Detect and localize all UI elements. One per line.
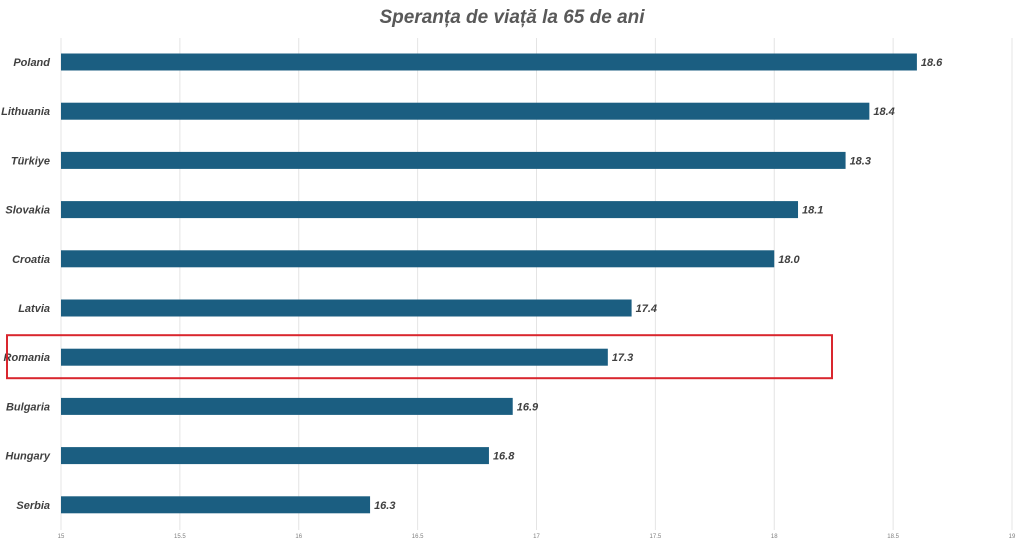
grid	[60, 38, 1013, 530]
highlight	[6, 334, 833, 380]
bar-slovakia	[61, 201, 799, 219]
x-tick-label: 15.5	[174, 534, 186, 540]
bar-bulgaria	[61, 397, 513, 415]
x-tick-label: 18.5	[887, 534, 899, 540]
x-tick-label: 16.5	[412, 534, 424, 540]
bar-lithuania	[61, 102, 870, 120]
value-label: 17.4	[636, 303, 657, 315]
category-label: Bulgaria	[6, 401, 50, 413]
x-tick-label: 17.5	[650, 534, 662, 540]
bar-serbia	[61, 496, 371, 514]
value-label: 18.6	[921, 57, 943, 69]
category-label: Slovakia	[5, 205, 50, 217]
bar-türkiye	[61, 151, 846, 169]
x-axis: 15 15.5 16 16.5 17 17.5 18 18.5 19	[58, 534, 1016, 540]
bar-croatia	[61, 250, 775, 268]
bar-poland	[61, 53, 917, 71]
bar-latvia	[61, 299, 632, 317]
category-label: Poland	[13, 57, 50, 69]
category-label: Romania	[4, 352, 50, 364]
x-tick-label: 16	[295, 534, 302, 540]
x-tick-label: 18	[771, 534, 778, 540]
bar-romania	[61, 348, 608, 366]
labels: Poland 18.6 Lithuania 18.4 Türkiye 18.3 Slovak…	[1, 57, 943, 512]
category-label: Serbia	[16, 500, 50, 512]
chart-title: Speranța de viață la 65 de ani	[379, 7, 645, 28]
value-label: 18.4	[873, 106, 894, 118]
highlight-box	[6, 334, 833, 380]
category-label: Croatia	[12, 254, 50, 266]
value-label: 17.3	[612, 352, 633, 364]
x-tick-label: 17	[533, 534, 540, 540]
value-label: 18.3	[850, 155, 871, 167]
value-label: 18.1	[802, 205, 823, 217]
value-label: 16.8	[493, 451, 515, 463]
bars	[61, 53, 917, 514]
x-tick-label: 19	[1009, 534, 1016, 540]
category-label: Hungary	[5, 451, 51, 463]
value-label: 16.9	[517, 401, 539, 413]
category-label: Latvia	[18, 303, 50, 315]
value-label: 16.3	[374, 500, 395, 512]
category-label: Lithuania	[1, 106, 50, 118]
value-label: 18.0	[778, 254, 800, 266]
x-tick-label: 15	[58, 534, 65, 540]
category-label: Türkiye	[11, 155, 50, 167]
bar-hungary	[61, 447, 489, 465]
